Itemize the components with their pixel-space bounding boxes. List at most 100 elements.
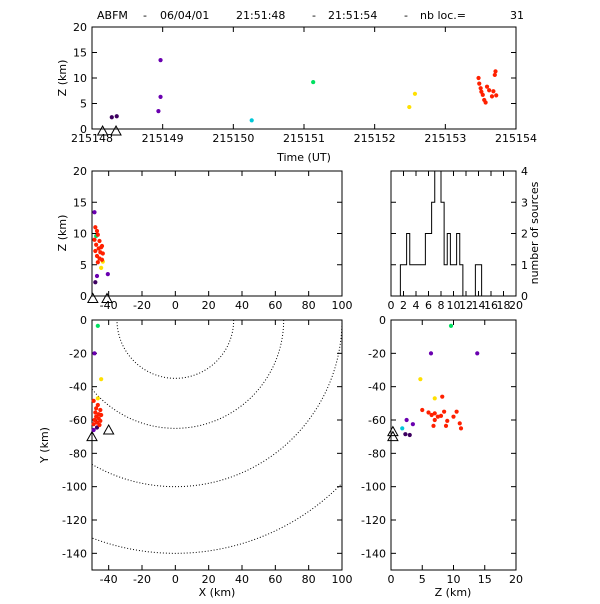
y-tick-label: 0 bbox=[80, 290, 87, 303]
source-point bbox=[92, 210, 97, 215]
y-tick-labels: 0 5 10 15 20 bbox=[73, 165, 87, 303]
source-point bbox=[99, 412, 104, 418]
source-point bbox=[493, 69, 498, 74]
source-point bbox=[489, 94, 495, 99]
x-tick-label: 100 bbox=[332, 299, 353, 312]
x-tick-label: 4 bbox=[413, 299, 420, 312]
y-axis-label: number of sources bbox=[528, 181, 541, 284]
y-tick-label: -120 bbox=[62, 514, 87, 527]
y-tick-label: 10 bbox=[73, 228, 87, 241]
panel-y-vs-z: 0 5 10 15 20 -140 -120 -100 -80 -60 -40 -20 0 Z (km… bbox=[361, 314, 523, 599]
histogram-bin bbox=[429, 234, 432, 297]
x-tick-label: 80 bbox=[302, 299, 316, 312]
x-tick-label: 16 bbox=[484, 299, 498, 312]
y-tick-label: 3 bbox=[521, 196, 528, 209]
source-point bbox=[94, 228, 100, 234]
x-tick-label: 215152 bbox=[354, 132, 396, 145]
x-tick-label: 215151 bbox=[283, 132, 325, 145]
source-point bbox=[428, 351, 434, 356]
title-count: 31 bbox=[510, 9, 524, 22]
source-point bbox=[457, 421, 462, 426]
source-point bbox=[100, 251, 105, 256]
y-axis-label: Z (km) bbox=[56, 60, 69, 97]
histogram-bin bbox=[419, 265, 422, 296]
x-tick-label: 215149 bbox=[142, 132, 184, 145]
y-tick-labels: 0 1 2 3 4 bbox=[521, 165, 528, 303]
source-point bbox=[448, 323, 454, 328]
figure-title: ABFM - 06/04/01 21:51:48 - 21:51:54 - nb… bbox=[97, 9, 524, 22]
source-point bbox=[438, 413, 444, 418]
x-tick-label: -20 bbox=[133, 573, 151, 586]
x-tick-label: 2 bbox=[400, 299, 407, 312]
x-tick-label: 10 bbox=[447, 299, 461, 312]
source-point bbox=[91, 427, 96, 433]
title-date: 06/04/01 bbox=[160, 9, 209, 22]
source-point bbox=[249, 118, 254, 123]
source-point bbox=[156, 109, 161, 114]
source-point bbox=[429, 412, 434, 418]
y-tick-label: -100 bbox=[62, 481, 87, 494]
source-point bbox=[92, 237, 97, 242]
x-tick-label: 6 bbox=[425, 299, 432, 312]
source-point bbox=[95, 323, 100, 328]
panel-frame bbox=[91, 26, 517, 130]
source-point bbox=[492, 72, 497, 78]
source-point bbox=[491, 89, 496, 94]
x-tick-label: 215153 bbox=[424, 132, 466, 145]
x-tick-labels: 215148 215149 215150 215151 215152 215153 2151… bbox=[71, 132, 537, 145]
y-tick-label: -60 bbox=[368, 414, 386, 427]
x-tick-label: 12 bbox=[459, 299, 473, 312]
x-tick-label: 40 bbox=[235, 573, 249, 586]
title-dash: - bbox=[143, 9, 147, 22]
y-tick-label: 20 bbox=[73, 21, 87, 34]
x-tick-label: 60 bbox=[268, 573, 282, 586]
range-ring bbox=[92, 482, 342, 554]
y-tick-label: 5 bbox=[80, 98, 87, 111]
y-tick-label: 0 bbox=[379, 314, 386, 327]
x-tick-label: 5 bbox=[419, 573, 426, 586]
source-point bbox=[91, 398, 96, 403]
x-tick-label: 0 bbox=[172, 573, 179, 586]
source-point bbox=[407, 432, 412, 438]
source-point bbox=[451, 414, 456, 419]
x-tick-label: 60 bbox=[268, 299, 282, 312]
x-tick-label: 0 bbox=[388, 299, 395, 312]
source-point bbox=[404, 417, 409, 423]
station-marker bbox=[101, 292, 113, 303]
source-point bbox=[400, 426, 405, 431]
axis-ticks bbox=[92, 319, 343, 570]
panel-frame bbox=[91, 170, 343, 297]
source-point bbox=[480, 92, 485, 97]
station-marker bbox=[86, 430, 98, 442]
axis-ticks bbox=[92, 170, 343, 297]
x-tick-label: 80 bbox=[302, 573, 316, 586]
y-tick-label: 4 bbox=[521, 165, 528, 178]
station-marker bbox=[102, 423, 115, 435]
y-tick-label: 1 bbox=[521, 259, 528, 272]
y-axis-label: Y (km) bbox=[38, 427, 51, 464]
y-tick-label: -80 bbox=[368, 447, 386, 460]
axis-ticks bbox=[390, 319, 517, 570]
source-point bbox=[454, 409, 459, 414]
source-point bbox=[477, 81, 482, 86]
source-point bbox=[445, 418, 450, 423]
source-point bbox=[93, 280, 98, 285]
source-point bbox=[407, 104, 412, 110]
y-tick-label: -140 bbox=[62, 547, 87, 560]
source-point bbox=[94, 242, 99, 247]
source-point bbox=[442, 409, 447, 414]
range-rings bbox=[92, 320, 342, 554]
source-point bbox=[476, 75, 481, 81]
source-point bbox=[97, 238, 102, 244]
source-point bbox=[95, 260, 100, 265]
x-tick-labels: -40 -20 0 20 40 60 80 100 bbox=[100, 573, 353, 586]
station-marker bbox=[387, 425, 399, 437]
source-point bbox=[93, 410, 98, 415]
y-tick-label: -60 bbox=[69, 414, 87, 427]
source-point bbox=[431, 423, 436, 428]
x-tick-label: 20 bbox=[202, 299, 216, 312]
